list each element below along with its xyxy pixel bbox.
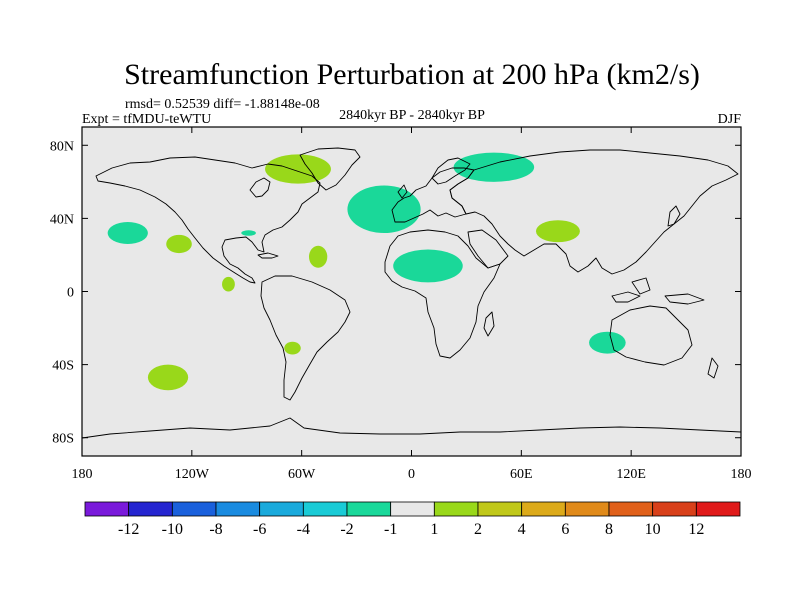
anomaly-region: [241, 230, 256, 236]
colorbar-swatch: [302, 501, 348, 517]
colorbar-label: -6: [253, 521, 266, 538]
axes: 180 120W 60W 0 60E 120E 180 80N 40N 0 40S 80S: [50, 127, 752, 482]
colorbar-label: 6: [561, 521, 569, 538]
y-tick-label: 40N: [50, 212, 74, 227]
anomaly-region: [222, 276, 235, 292]
y-tick-label: 80S: [52, 432, 74, 447]
colorbar-label: 10: [645, 521, 661, 538]
colorbar-swatch: [652, 501, 697, 517]
anomaly-region: [147, 364, 189, 391]
colorbar-label: -1: [384, 521, 397, 538]
anomaly-region: [347, 185, 421, 234]
colorbar-swatch: [564, 501, 610, 517]
period-label: 2840kyr BP - 2840kyr BP: [339, 108, 485, 123]
anomaly-region: [107, 222, 148, 244]
season-label: DJF: [718, 112, 742, 127]
anomaly-region: [393, 249, 463, 283]
colorbar-swatch: [84, 501, 130, 517]
colorbar-label: 8: [605, 521, 613, 538]
colorbar-swatch: [390, 501, 435, 517]
x-tick-label: 120E: [616, 467, 646, 482]
colorbar-swatch: [171, 501, 217, 517]
y-tick-label: 0: [67, 286, 74, 301]
experiment-label: Expt = tfMDU-teWTU: [82, 112, 211, 127]
colorbar-label: 4: [518, 521, 526, 538]
anomaly-region: [535, 220, 580, 243]
colorbar-label: 1: [430, 521, 438, 538]
y-tick-label: 40S: [52, 359, 74, 374]
map-plot-area: [81, 126, 742, 457]
colorbar-label: 2: [474, 521, 482, 538]
colorbar-label: -10: [162, 521, 183, 538]
chart-title: Streamfunction Perturbation at 200 hPa (…: [124, 58, 700, 91]
colorbar-label: -12: [118, 521, 139, 538]
x-tick-label: 60E: [510, 467, 533, 482]
colorbar-swatch: [608, 501, 654, 517]
y-tick-label: 80N: [50, 139, 74, 154]
colorbar-swatch: [521, 501, 566, 517]
x-tick-label: 120W: [175, 467, 210, 482]
anomaly-regions: [107, 152, 626, 391]
anomaly-region: [265, 154, 331, 184]
colorbar-swatch: [346, 501, 392, 517]
colorbar-swatch: [259, 501, 304, 517]
anomaly-region: [308, 245, 328, 268]
colorbar-label: -2: [340, 521, 353, 538]
x-tick-label: 180: [72, 467, 93, 482]
colorbar-swatch: [215, 501, 261, 517]
colorbar-swatch: [477, 501, 523, 517]
colorbar-swatch: [695, 501, 741, 517]
coastlines: [81, 147, 742, 439]
stats-text: rmsd= 0.52539 diff= -1.88148e-08: [125, 97, 320, 112]
colorbar-label: 12: [688, 521, 704, 538]
colorbar-label: -8: [209, 521, 222, 538]
colorbar-swatch: [433, 501, 479, 517]
anomaly-region: [166, 234, 192, 254]
map-background: [82, 127, 741, 456]
anomaly-region: [453, 152, 535, 182]
x-tick-label: 180: [731, 467, 752, 482]
x-tick-label: 0: [408, 467, 415, 482]
colorbar-label: -4: [297, 521, 310, 538]
anomaly-region: [284, 341, 301, 355]
colorbar: -12 -10 -8 -6 -4 -2 -1 1 2 4 6 8 10 12: [84, 501, 741, 538]
colorbar-swatch: [128, 501, 173, 517]
anomaly-region: [589, 331, 626, 354]
x-tick-label: 60W: [288, 467, 316, 482]
